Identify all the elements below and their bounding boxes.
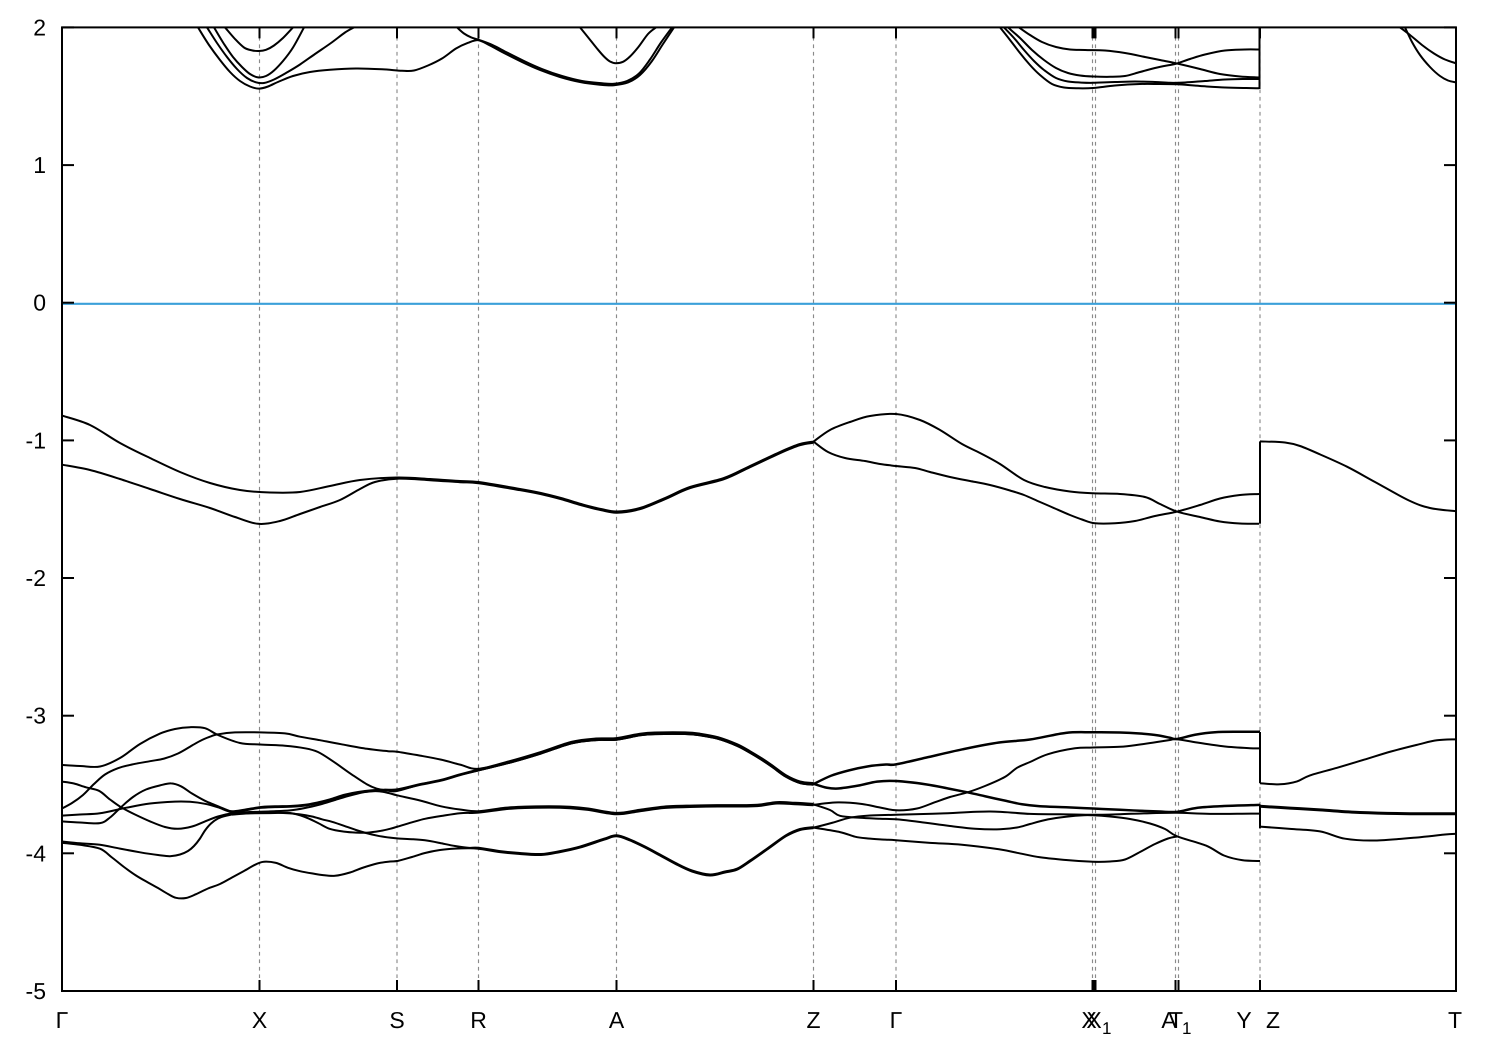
svg-text:2: 2	[33, 14, 46, 40]
svg-text:Z: Z	[806, 1007, 820, 1033]
svg-text:R: R	[470, 1007, 487, 1033]
svg-text:S: S	[389, 1007, 404, 1033]
svg-text:-5: -5	[26, 978, 46, 1004]
svg-text:Z: Z	[1266, 1007, 1280, 1033]
svg-text:-3: -3	[26, 703, 46, 729]
svg-text:1: 1	[1182, 1019, 1191, 1038]
svg-text:T: T	[1448, 1007, 1462, 1033]
svg-text:1: 1	[33, 152, 46, 178]
svg-text:-4: -4	[26, 840, 47, 866]
svg-text:0: 0	[33, 290, 46, 316]
svg-text:Y: Y	[1236, 1007, 1251, 1033]
svg-text:T: T	[1169, 1007, 1183, 1033]
svg-text:Γ: Γ	[890, 1007, 903, 1033]
svg-text:-2: -2	[26, 565, 46, 591]
svg-text:X: X	[252, 1007, 267, 1033]
svg-text:1: 1	[1102, 1019, 1111, 1038]
svg-text:Γ: Γ	[56, 1007, 69, 1033]
svg-text:X: X	[1086, 1007, 1101, 1033]
svg-text:A: A	[1161, 1007, 1177, 1033]
svg-text:X: X	[1081, 1007, 1096, 1033]
svg-text:A: A	[609, 1007, 625, 1033]
svg-text:-1: -1	[26, 427, 46, 453]
